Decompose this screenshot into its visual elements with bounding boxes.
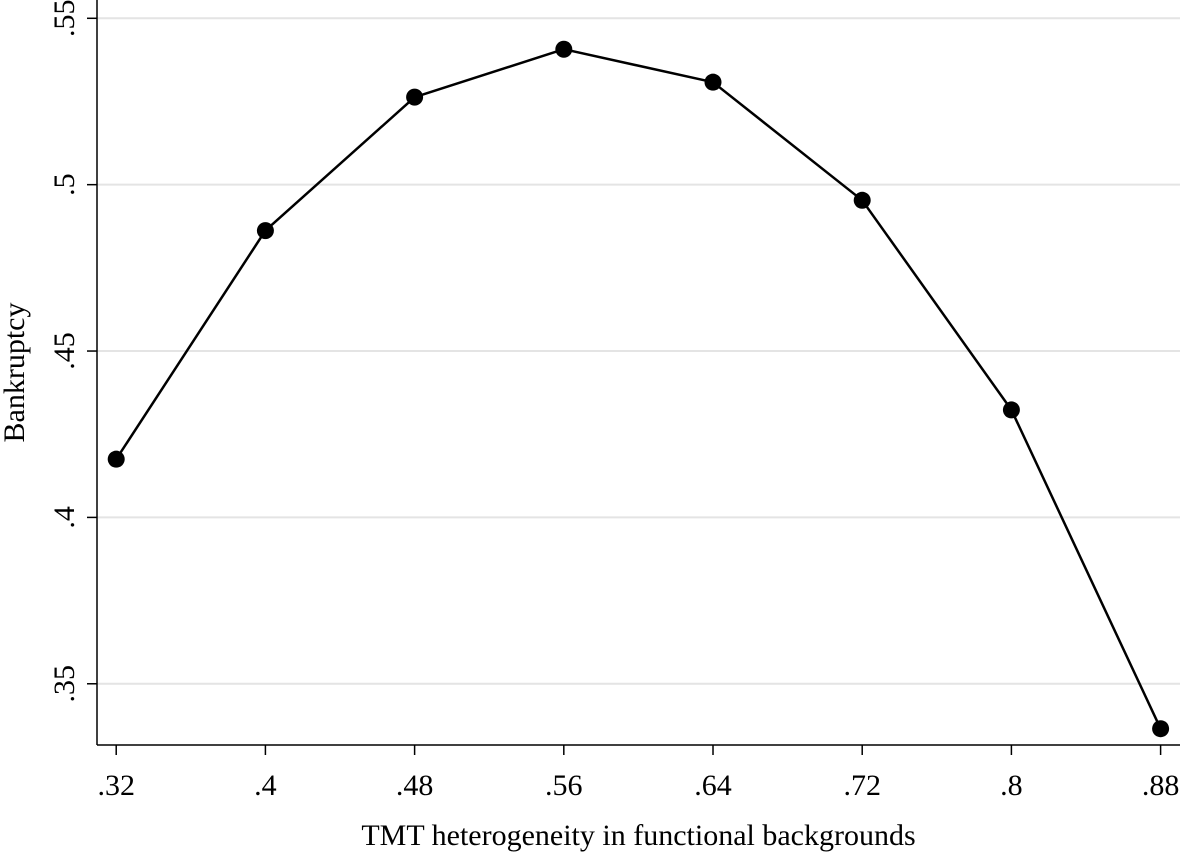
- y-tick-label: .4: [48, 506, 81, 529]
- x-axis-ticks: .32 .4 .48 .56 .64 .72 .8 .88: [97, 745, 1179, 802]
- data-point: [256, 222, 274, 240]
- data-point: [107, 450, 125, 468]
- x-tick-label: .4: [254, 769, 277, 802]
- x-tick-label: .8: [1000, 769, 1023, 802]
- data-point: [1152, 720, 1170, 738]
- data-point: [704, 73, 722, 91]
- axes: [96, 0, 1180, 746]
- series-line: [115, 47, 1162, 730]
- series-layer: [107, 40, 1170, 738]
- data-point: [1002, 401, 1020, 419]
- y-tick-label: .35: [48, 665, 81, 703]
- x-tick-label: .64: [694, 769, 732, 802]
- y-tick-label: .55: [48, 0, 81, 37]
- x-tick-label: .32: [97, 769, 135, 802]
- x-tick-label: .56: [545, 769, 583, 802]
- x-tick-label: .72: [843, 769, 881, 802]
- data-point: [406, 88, 424, 106]
- x-axis-title: TMT heterogeneity in functional backgrou…: [361, 819, 915, 852]
- y-tick-label: .5: [48, 173, 81, 196]
- x-tick-label: .48: [396, 769, 434, 802]
- y-axis-ticks: .35 .4 .45 .5 .55: [48, 0, 97, 703]
- gridlines: [97, 17, 1180, 685]
- y-axis-title: Bankruptcy: [0, 303, 31, 443]
- data-point: [853, 191, 871, 209]
- y-tick-label: .45: [48, 332, 81, 370]
- data-point: [555, 40, 573, 58]
- x-tick-label: .88: [1142, 769, 1180, 802]
